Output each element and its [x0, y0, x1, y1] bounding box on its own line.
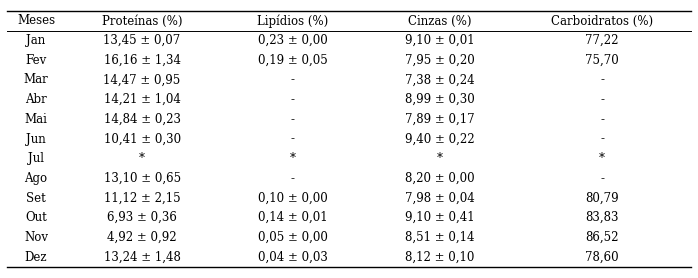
Text: 13,45 ± 0,07: 13,45 ± 0,07 [103, 34, 181, 47]
Text: Proteínas (%): Proteínas (%) [102, 14, 182, 28]
Text: Meses: Meses [17, 14, 55, 28]
Text: 14,47 ± 0,95: 14,47 ± 0,95 [103, 73, 181, 86]
Text: 8,99 ± 0,30: 8,99 ± 0,30 [405, 93, 475, 106]
Text: 8,12 ± 0,10: 8,12 ± 0,10 [405, 250, 475, 264]
Text: Jan: Jan [27, 34, 45, 47]
Text: Abr: Abr [25, 93, 47, 106]
Text: Set: Set [27, 192, 46, 205]
Text: Ago: Ago [24, 172, 47, 185]
Text: 7,98 ± 0,04: 7,98 ± 0,04 [405, 192, 475, 205]
Text: -: - [600, 133, 604, 145]
Text: -: - [600, 172, 604, 185]
Text: 7,95 ± 0,20: 7,95 ± 0,20 [405, 54, 475, 67]
Text: 4,92 ± 0,92: 4,92 ± 0,92 [107, 231, 177, 244]
Text: -: - [290, 172, 295, 185]
Text: 75,70: 75,70 [585, 54, 619, 67]
Text: Nov: Nov [24, 231, 48, 244]
Text: Carboidratos (%): Carboidratos (%) [551, 14, 653, 28]
Text: Out: Out [25, 211, 47, 224]
Text: *: * [437, 152, 443, 165]
Text: Fev: Fev [25, 54, 47, 67]
Text: -: - [290, 133, 295, 145]
Text: 14,84 ± 0,23: 14,84 ± 0,23 [103, 113, 181, 126]
Text: 0,05 ± 0,00: 0,05 ± 0,00 [258, 231, 327, 244]
Text: 0,23 ± 0,00: 0,23 ± 0,00 [258, 34, 327, 47]
Text: *: * [290, 152, 295, 165]
Text: Cinzas (%): Cinzas (%) [408, 14, 471, 28]
Text: 6,93 ± 0,36: 6,93 ± 0,36 [107, 211, 177, 224]
Text: 0,04 ± 0,03: 0,04 ± 0,03 [258, 250, 327, 264]
Text: 9,10 ± 0,01: 9,10 ± 0,01 [405, 34, 475, 47]
Text: 86,52: 86,52 [586, 231, 619, 244]
Text: -: - [600, 113, 604, 126]
Text: Lipídios (%): Lipídios (%) [257, 14, 328, 28]
Text: 83,83: 83,83 [586, 211, 619, 224]
Text: 11,12 ± 2,15: 11,12 ± 2,15 [104, 192, 180, 205]
Text: Dez: Dez [25, 250, 47, 264]
Text: 80,79: 80,79 [586, 192, 619, 205]
Text: 77,22: 77,22 [586, 34, 619, 47]
Text: 13,10 ± 0,65: 13,10 ± 0,65 [103, 172, 181, 185]
Text: Jul: Jul [28, 152, 44, 165]
Text: 9,40 ± 0,22: 9,40 ± 0,22 [405, 133, 475, 145]
Text: 9,10 ± 0,41: 9,10 ± 0,41 [405, 211, 475, 224]
Text: *: * [599, 152, 605, 165]
Text: 16,16 ± 1,34: 16,16 ± 1,34 [103, 54, 181, 67]
Text: Mar: Mar [24, 73, 48, 86]
Text: 13,24 ± 1,48: 13,24 ± 1,48 [103, 250, 181, 264]
Text: 78,60: 78,60 [586, 250, 619, 264]
Text: -: - [290, 113, 295, 126]
Text: 8,51 ± 0,14: 8,51 ± 0,14 [405, 231, 475, 244]
Text: Jun: Jun [27, 133, 46, 145]
Text: 14,21 ± 1,04: 14,21 ± 1,04 [103, 93, 181, 106]
Text: 7,38 ± 0,24: 7,38 ± 0,24 [405, 73, 475, 86]
Text: -: - [600, 73, 604, 86]
Text: 7,89 ± 0,17: 7,89 ± 0,17 [405, 113, 475, 126]
Text: -: - [600, 93, 604, 106]
Text: -: - [290, 93, 295, 106]
Text: 10,41 ± 0,30: 10,41 ± 0,30 [103, 133, 181, 145]
Text: 0,10 ± 0,00: 0,10 ± 0,00 [258, 192, 327, 205]
Text: *: * [139, 152, 145, 165]
Text: Mai: Mai [24, 113, 47, 126]
Text: 0,14 ± 0,01: 0,14 ± 0,01 [258, 211, 327, 224]
Text: 0,19 ± 0,05: 0,19 ± 0,05 [258, 54, 327, 67]
Text: 8,20 ± 0,00: 8,20 ± 0,00 [405, 172, 475, 185]
Text: -: - [290, 73, 295, 86]
